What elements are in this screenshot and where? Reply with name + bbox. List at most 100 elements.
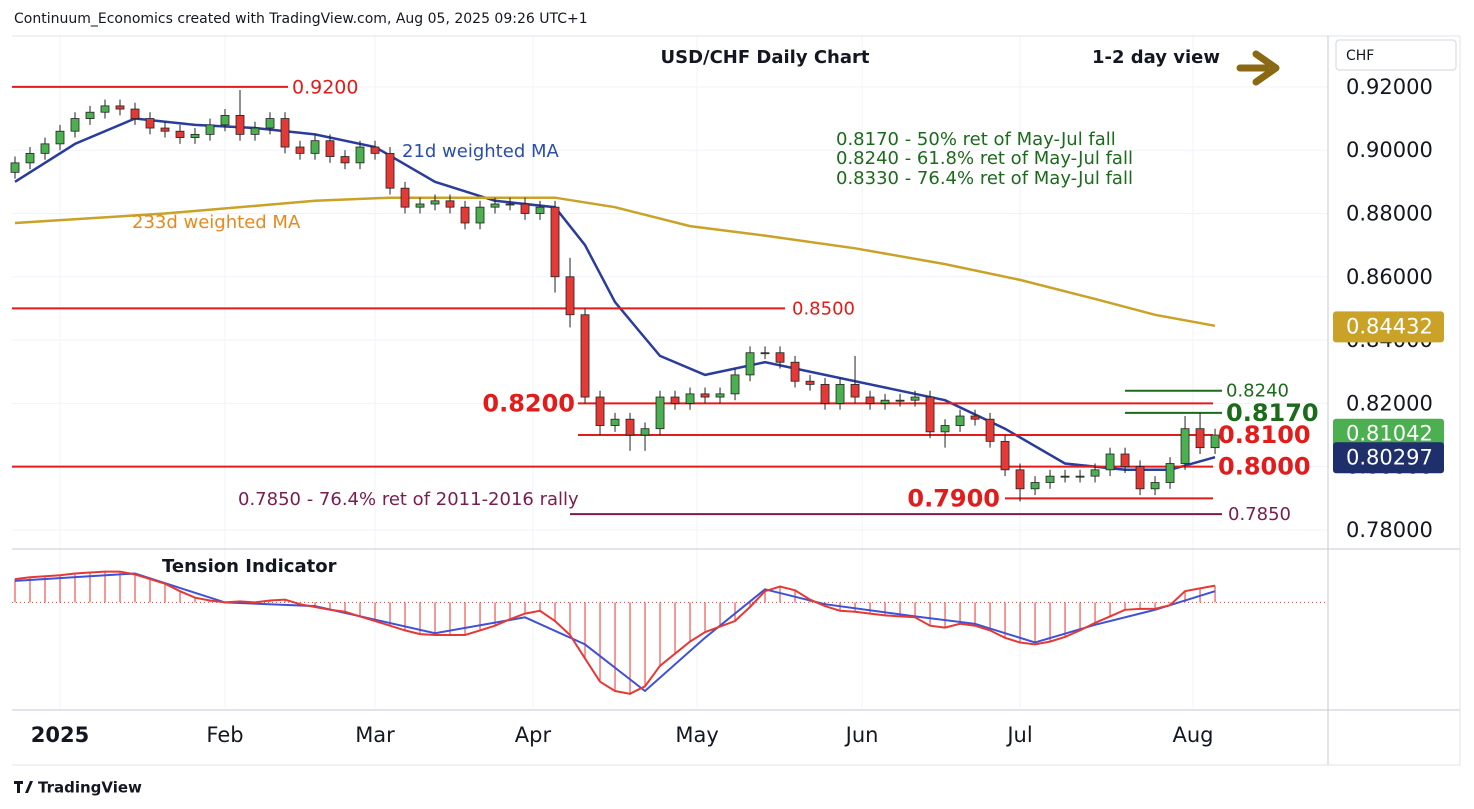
candle-body: [700, 393, 710, 398]
candle-body: [1180, 428, 1190, 464]
candle-body: [790, 361, 800, 382]
candle-body: [295, 146, 305, 154]
candle-body: [430, 200, 440, 205]
candle-body: [1105, 453, 1115, 471]
view-label: 1-2 day view: [1092, 47, 1220, 68]
level-label: 0.7900: [907, 484, 1000, 512]
candle-body: [880, 399, 890, 404]
candle-body: [115, 105, 125, 110]
candle-body: [280, 118, 290, 148]
candle-body: [355, 146, 365, 164]
x-tick-label: Jun: [844, 723, 879, 747]
candle-body: [520, 203, 530, 214]
level-label: 0.7850: [1228, 504, 1291, 525]
candle-body: [70, 118, 80, 132]
candle-body: [865, 396, 875, 404]
candle-body: [1000, 440, 1010, 471]
candle-body: [415, 203, 425, 208]
level-label: 0.8100: [1218, 421, 1311, 449]
annotation: 0.8330 - 76.4% ret of May-Jul fall: [836, 168, 1133, 189]
candle-body: [1015, 469, 1025, 490]
y-tick-label: 0.90000: [1346, 138, 1433, 162]
candle-body: [505, 203, 515, 206]
candle-body: [805, 380, 815, 385]
candle-body: [655, 396, 665, 430]
candle-body: [535, 206, 545, 214]
candle-body: [445, 200, 455, 208]
level-label: 0.8240: [1226, 381, 1289, 402]
candle-body: [385, 152, 395, 189]
candle-body: [370, 146, 380, 154]
candle-body: [955, 415, 965, 426]
logo-mark: [14, 781, 33, 793]
candle-body: [670, 396, 680, 404]
candle-body: [985, 418, 995, 442]
price-label-box: [1333, 311, 1444, 343]
plot: 0.920000.900000.880000.860000.840000.820…: [10, 75, 1444, 747]
candle-body: [1060, 475, 1070, 478]
candle-body: [1075, 475, 1085, 478]
price-label: 0.80297: [1346, 445, 1433, 469]
candle-body: [1030, 482, 1040, 490]
candle-body: [55, 130, 65, 145]
candle-body: [250, 127, 260, 135]
moving-average: [14, 117, 1216, 472]
candle-body: [1090, 469, 1100, 477]
y-tick-label: 0.88000: [1346, 201, 1433, 225]
candle-body: [820, 383, 830, 404]
x-tick-label: 2025: [31, 723, 89, 747]
x-tick-label: Aug: [1172, 723, 1213, 747]
candle-body: [910, 396, 920, 401]
candle-body: [460, 206, 470, 224]
candle-body: [475, 206, 485, 224]
level-label: 0.8200: [482, 389, 575, 417]
annotation: 0.7850 - 76.4% ret of 2011-2016 rally: [238, 489, 579, 510]
candle-body: [1120, 453, 1130, 468]
candle-body: [490, 203, 500, 208]
candle-body: [970, 415, 980, 420]
candle-body: [235, 114, 245, 135]
ma-label: 233d weighted MA: [132, 212, 301, 233]
candle-body: [715, 393, 725, 398]
indicator-line: [14, 570, 1216, 695]
annotation: 0.8170 - 50% ret of May-Jul fall: [836, 129, 1116, 150]
candle-body: [1195, 428, 1205, 449]
candle-body: [925, 396, 935, 433]
logo[interactable]: TradingView: [14, 779, 142, 797]
y-tick-label: 0.82000: [1346, 391, 1433, 415]
x-tick-label: Apr: [515, 723, 552, 747]
y-tick-label: 0.92000: [1346, 75, 1433, 99]
candle-body: [160, 127, 170, 132]
ma-label: 21d weighted MA: [402, 141, 559, 162]
price-label: 0.81042: [1346, 422, 1433, 446]
candle-body: [325, 140, 335, 157]
level-label: 0.8170: [1226, 399, 1319, 427]
candle-body: [850, 383, 860, 398]
candle-body: [100, 105, 110, 113]
candle-body: [775, 352, 785, 363]
level-label: 0.8500: [792, 298, 855, 319]
candle-body: [310, 140, 320, 154]
candle-body: [550, 206, 560, 278]
candle-body: [595, 396, 605, 426]
candle-body: [730, 374, 740, 395]
unit-box[interactable]: [1335, 39, 1457, 71]
level-label: 0.8000: [1218, 453, 1311, 481]
moving-average: [14, 196, 1216, 328]
candle-body: [1210, 434, 1220, 449]
x-tick-label: Mar: [355, 723, 395, 747]
y-tick-label: 0.78000: [1346, 518, 1433, 542]
level-label: 0.9200: [292, 76, 358, 98]
candle-body: [25, 152, 35, 164]
candle-body: [1165, 463, 1175, 483]
candle-body: [400, 187, 410, 208]
footer: TradingView: [38, 779, 142, 797]
candle-body: [1150, 482, 1160, 490]
x-tick-label: May: [675, 723, 718, 747]
unit-label: CHF: [1346, 48, 1374, 64]
candle-body: [895, 399, 905, 402]
price-label: 0.84432: [1346, 314, 1433, 338]
indicator-title: Tension Indicator: [162, 556, 337, 577]
